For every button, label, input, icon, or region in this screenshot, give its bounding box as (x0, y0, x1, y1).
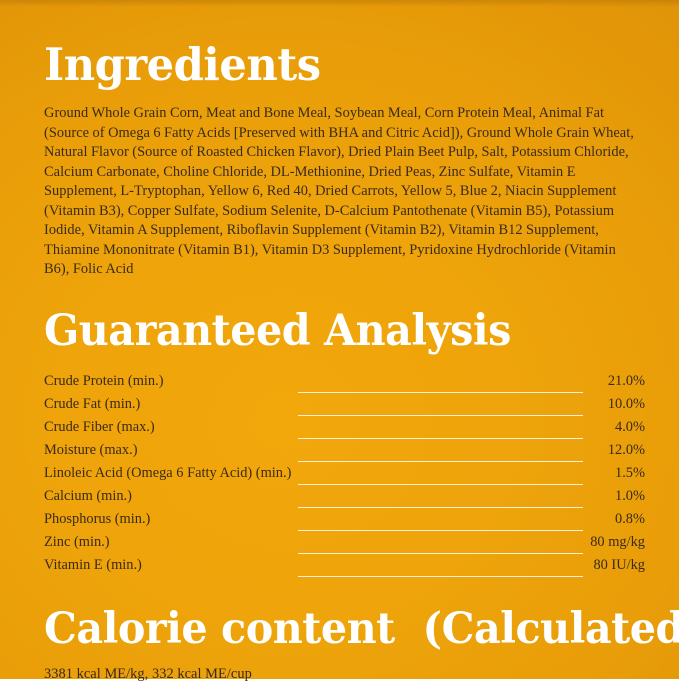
analysis-row: Vitamin E (min.) 80 IU/kg (44, 557, 645, 580)
analysis-row: Zinc (min.) 80 mg/kg (44, 534, 645, 557)
analysis-nutrient-label: Linoleic Acid (Omega 6 Fatty Acid) (min.… (44, 465, 298, 488)
analysis-row: Moisture (max.) 12.0% (44, 442, 645, 465)
analysis-nutrient-label: Moisture (max.) (44, 442, 298, 465)
analysis-nutrient-value: 12.0% (583, 442, 645, 465)
leader-rule (298, 415, 583, 416)
leader-rule (298, 530, 583, 531)
ingredients-heading: Ingredients (44, 42, 619, 87)
analysis-nutrient-value: 10.0% (583, 396, 645, 419)
guaranteed-analysis-table-body: Crude Protein (min.)21.0%Crude Fat (min.… (44, 373, 645, 580)
analysis-nutrient-value: 1.0% (583, 488, 645, 511)
leader-rule (298, 438, 583, 439)
leader-rule (298, 553, 583, 554)
analysis-leader-line (298, 557, 583, 580)
analysis-leader-line (298, 511, 583, 534)
analysis-leader-line (298, 419, 583, 442)
analysis-nutrient-value: 0.8% (583, 511, 645, 534)
analysis-nutrient-value: 4.0% (583, 419, 645, 442)
analysis-row: Crude Protein (min.) 21.0% (44, 373, 645, 396)
calorie-content-text: 3381 kcal ME/kg, 332 kcal ME/cup (44, 665, 643, 684)
analysis-nutrient-value: 80 IU/kg (583, 557, 645, 580)
analysis-nutrient-label: Zinc (min.) (44, 534, 298, 557)
calorie-content-section: Calorie content (Calculated) 3381 kcal M… (44, 608, 643, 684)
analysis-nutrient-label: Vitamin E (min.) (44, 557, 298, 580)
analysis-leader-line (298, 465, 583, 488)
leader-rule (298, 484, 583, 485)
guaranteed-analysis-table: Crude Protein (min.)21.0%Crude Fat (min.… (44, 373, 645, 580)
analysis-leader-line (298, 442, 583, 465)
leader-rule (298, 576, 583, 577)
analysis-leader-line (298, 396, 583, 419)
analysis-row: Crude Fat (min.) 10.0% (44, 396, 645, 419)
leader-rule (298, 461, 583, 462)
analysis-leader-line (298, 488, 583, 511)
ingredients-list-text: Ground Whole Grain Corn, Meat and Bone M… (44, 104, 640, 280)
analysis-nutrient-label: Calcium (min.) (44, 488, 298, 511)
leader-rule (298, 392, 583, 393)
ingredients-section: Ingredients Ground Whole Grain Corn, Mea… (44, 42, 643, 280)
analysis-row: Crude Fiber (max.) 4.0% (44, 419, 645, 442)
guaranteed-analysis-heading: Guaranteed Analysis (44, 310, 619, 353)
analysis-nutrient-label: Phosphorus (min.) (44, 511, 298, 534)
analysis-nutrient-label: Crude Protein (min.) (44, 373, 298, 396)
analysis-nutrient-value: 1.5% (583, 465, 645, 488)
analysis-row: Phosphorus (min.) 0.8% (44, 511, 645, 534)
analysis-nutrient-label: Crude Fiber (max.) (44, 419, 298, 442)
leader-rule (298, 507, 583, 508)
analysis-nutrient-value: 21.0% (583, 373, 645, 396)
analysis-leader-line (298, 373, 583, 396)
analysis-nutrient-value: 80 mg/kg (583, 534, 645, 557)
analysis-row: Calcium (min.) 1.0% (44, 488, 645, 511)
analysis-nutrient-label: Crude Fat (min.) (44, 396, 298, 419)
analysis-leader-line (298, 534, 583, 557)
guaranteed-analysis-section: Guaranteed Analysis Crude Protein (min.)… (44, 310, 643, 580)
calorie-content-heading: Calorie content (Calculated) (44, 608, 619, 651)
analysis-row: Linoleic Acid (Omega 6 Fatty Acid) (min.… (44, 465, 645, 488)
